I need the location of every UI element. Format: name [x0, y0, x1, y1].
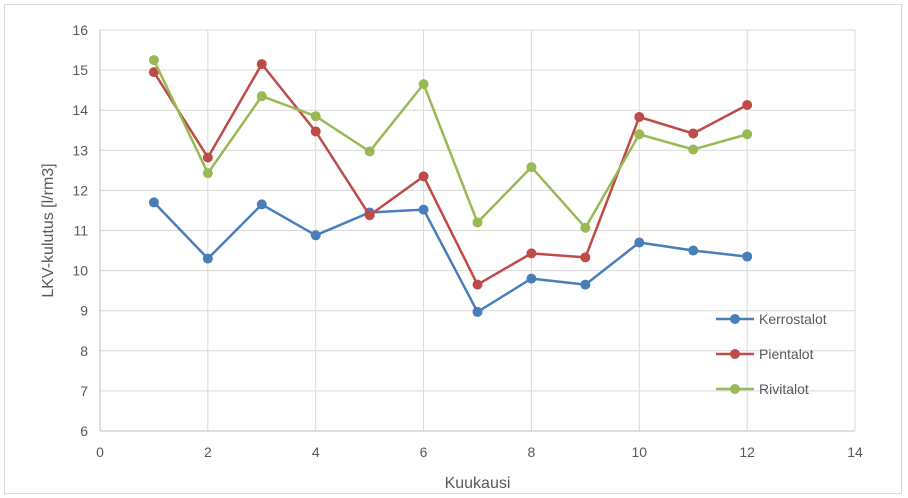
data-point	[472, 306, 483, 317]
data-point	[310, 230, 321, 241]
x-axis-title: Kuukausi	[445, 475, 511, 492]
data-point	[580, 252, 591, 263]
series-line	[152, 59, 748, 229]
data-point	[688, 128, 699, 139]
data-point	[148, 55, 159, 66]
y-tick-label: 8	[80, 343, 88, 359]
x-tick-label: 6	[420, 444, 428, 460]
data-point	[202, 152, 213, 163]
legend-entry: Rivitalot	[716, 381, 809, 397]
legend-label: Kerrostalot	[759, 311, 827, 327]
data-point	[526, 273, 537, 284]
y-tick-label: 16	[72, 22, 88, 38]
y-tick-label: 12	[72, 182, 88, 198]
data-point	[580, 222, 591, 233]
data-point	[472, 279, 483, 290]
series-pientalot	[148, 59, 753, 290]
data-point	[148, 67, 159, 78]
y-axis-title: LKV-kulutus [l/rm3]	[40, 163, 57, 297]
y-tick-label: 7	[80, 383, 88, 399]
data-point	[634, 112, 645, 123]
data-point	[202, 253, 213, 264]
x-tick-label: 0	[96, 444, 104, 460]
y-tick-label: 10	[72, 263, 88, 279]
legend-label: Rivitalot	[759, 381, 809, 397]
chart-frame	[4, 4, 902, 494]
data-point	[418, 204, 429, 215]
data-point	[742, 129, 753, 140]
data-point	[202, 168, 213, 179]
data-point	[472, 217, 483, 228]
grid-lines	[100, 29, 856, 432]
data-point	[310, 111, 321, 122]
series-line	[152, 201, 748, 314]
data-point	[688, 245, 699, 256]
data-point	[418, 171, 429, 182]
y-tick-label: 9	[80, 303, 88, 319]
data-point	[256, 199, 267, 210]
data-point	[526, 162, 537, 173]
series-line	[152, 62, 748, 286]
legend-label: Pientalot	[759, 346, 814, 362]
data-point	[418, 79, 429, 90]
data-point	[310, 126, 321, 137]
y-tick-label: 13	[72, 142, 88, 158]
x-tick-label: 2	[204, 444, 212, 460]
x-tick-label: 12	[739, 444, 755, 460]
data-point	[688, 144, 699, 155]
legend-entry: Kerrostalot	[716, 311, 827, 327]
data-point	[256, 91, 267, 102]
series-kerrostalot	[148, 197, 753, 317]
data-point	[742, 99, 753, 110]
y-tick-label: 6	[80, 423, 88, 439]
data-point	[256, 59, 267, 70]
legend-marker	[730, 314, 740, 324]
data-point	[364, 146, 375, 157]
data-point	[634, 129, 645, 140]
data-point	[580, 279, 591, 290]
legend: Kerrostalot Pientalot Rivitalot	[716, 311, 827, 397]
x-tick-label: 14	[847, 444, 863, 460]
legend-marker	[730, 349, 740, 359]
data-point	[742, 251, 753, 262]
tick-labels: 6 7 8 9 10 11 12 13 14 15 16 0 2 4 6 8 10 12 14	[72, 22, 863, 460]
series-rivitalot	[148, 55, 753, 233]
x-tick-label: 10	[631, 444, 647, 460]
data-point	[526, 248, 537, 259]
data-point	[148, 197, 159, 208]
legend-entry: Pientalot	[716, 346, 814, 362]
x-tick-label: 4	[312, 444, 320, 460]
data-point	[634, 237, 645, 248]
y-tick-label: 14	[72, 102, 88, 118]
data-point	[364, 210, 375, 221]
y-tick-label: 15	[72, 62, 88, 78]
axes	[99, 30, 855, 432]
series-layer	[148, 55, 753, 317]
x-tick-label: 8	[528, 444, 536, 460]
legend-marker	[730, 384, 740, 394]
y-tick-label: 11	[73, 223, 88, 239]
